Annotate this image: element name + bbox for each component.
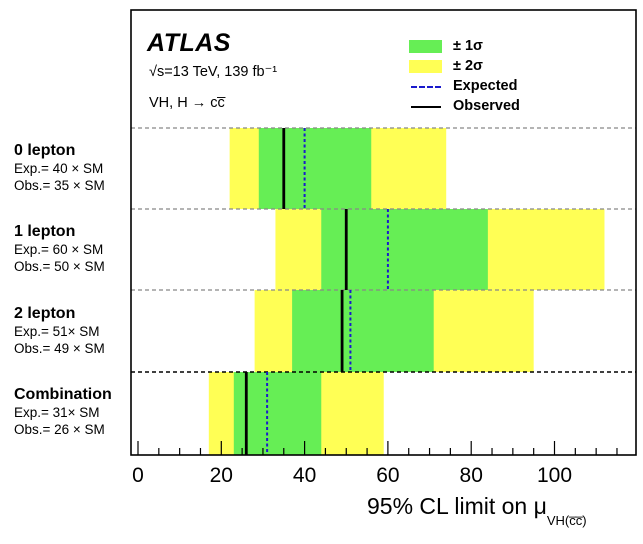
legend-label-expected: Expected bbox=[453, 78, 518, 94]
observed-limit-text: Obs.= 50 × SM bbox=[14, 259, 105, 274]
category-name: 0 lepton bbox=[14, 142, 76, 159]
legend-label-one-sigma: ± 1σ bbox=[453, 38, 483, 54]
tick-label: 100 bbox=[537, 464, 572, 487]
one-sigma-band bbox=[258, 128, 372, 209]
tick-label: 20 bbox=[210, 464, 233, 487]
one-sigma-band bbox=[292, 290, 434, 372]
one-sigma-band bbox=[321, 209, 488, 290]
tick-label: 40 bbox=[293, 464, 316, 487]
observed-limit-text: Obs.= 49 × SM bbox=[14, 341, 105, 356]
category-name: 1 lepton bbox=[14, 223, 76, 240]
median-lines bbox=[244, 128, 389, 455]
expected-limit-text: Exp.= 51× SM bbox=[14, 324, 100, 339]
row-label-0-lepton: 0 lepton Exp.= 40 × SM Obs.= 35 × SM bbox=[14, 141, 139, 194]
experiment-label: ATLAS bbox=[147, 29, 231, 57]
category-name: Combination bbox=[14, 386, 112, 403]
x-axis-label-subscript: VH(c̅c̅) bbox=[546, 513, 587, 528]
legend-label-two-sigma: ± 2σ bbox=[453, 58, 483, 74]
tick-label: 80 bbox=[460, 464, 483, 487]
x-axis-ticks: 0 20 40 60 80 100 bbox=[132, 441, 618, 487]
plot-frame bbox=[130, 9, 637, 456]
observed-limit-text: Obs.= 35 × SM bbox=[14, 178, 105, 193]
tick-label: 60 bbox=[376, 464, 399, 487]
expected-limit-text: Exp.= 60 × SM bbox=[14, 242, 104, 257]
process-label: VH, H → cc̅ bbox=[149, 95, 225, 111]
x-axis-label: 95% CL limit on μVH(c̅c̅) bbox=[367, 493, 587, 528]
observed-line-swatch bbox=[411, 106, 441, 108]
one-sigma-swatch bbox=[409, 40, 442, 53]
energy-label: √s=13 TeV, 139 fb⁻¹ bbox=[149, 64, 278, 80]
one-sigma-band bbox=[233, 372, 322, 455]
legend-label-observed: Observed bbox=[453, 98, 520, 114]
row-label-2-lepton: 2 lepton Exp.= 51× SM Obs.= 49 × SM bbox=[14, 304, 139, 357]
category-name: 2 lepton bbox=[14, 305, 76, 322]
two-sigma-swatch bbox=[409, 60, 442, 73]
row-label-combination: Combination Exp.= 31× SM Obs.= 26 × SM bbox=[14, 385, 139, 438]
tick-label: 0 bbox=[132, 464, 144, 487]
expected-limit-text: Exp.= 31× SM bbox=[14, 405, 100, 420]
observed-limit-text: Obs.= 26 × SM bbox=[14, 422, 105, 437]
expected-limit-text: Exp.= 40 × SM bbox=[14, 161, 104, 176]
x-axis-label-main: 95% CL limit on μ bbox=[367, 493, 547, 519]
row-label-1-lepton: 1 lepton Exp.= 60 × SM Obs.= 50 × SM bbox=[14, 222, 139, 275]
bands-layer bbox=[208, 128, 605, 455]
row-separators bbox=[131, 127, 636, 373]
expected-line-swatch bbox=[411, 86, 441, 88]
